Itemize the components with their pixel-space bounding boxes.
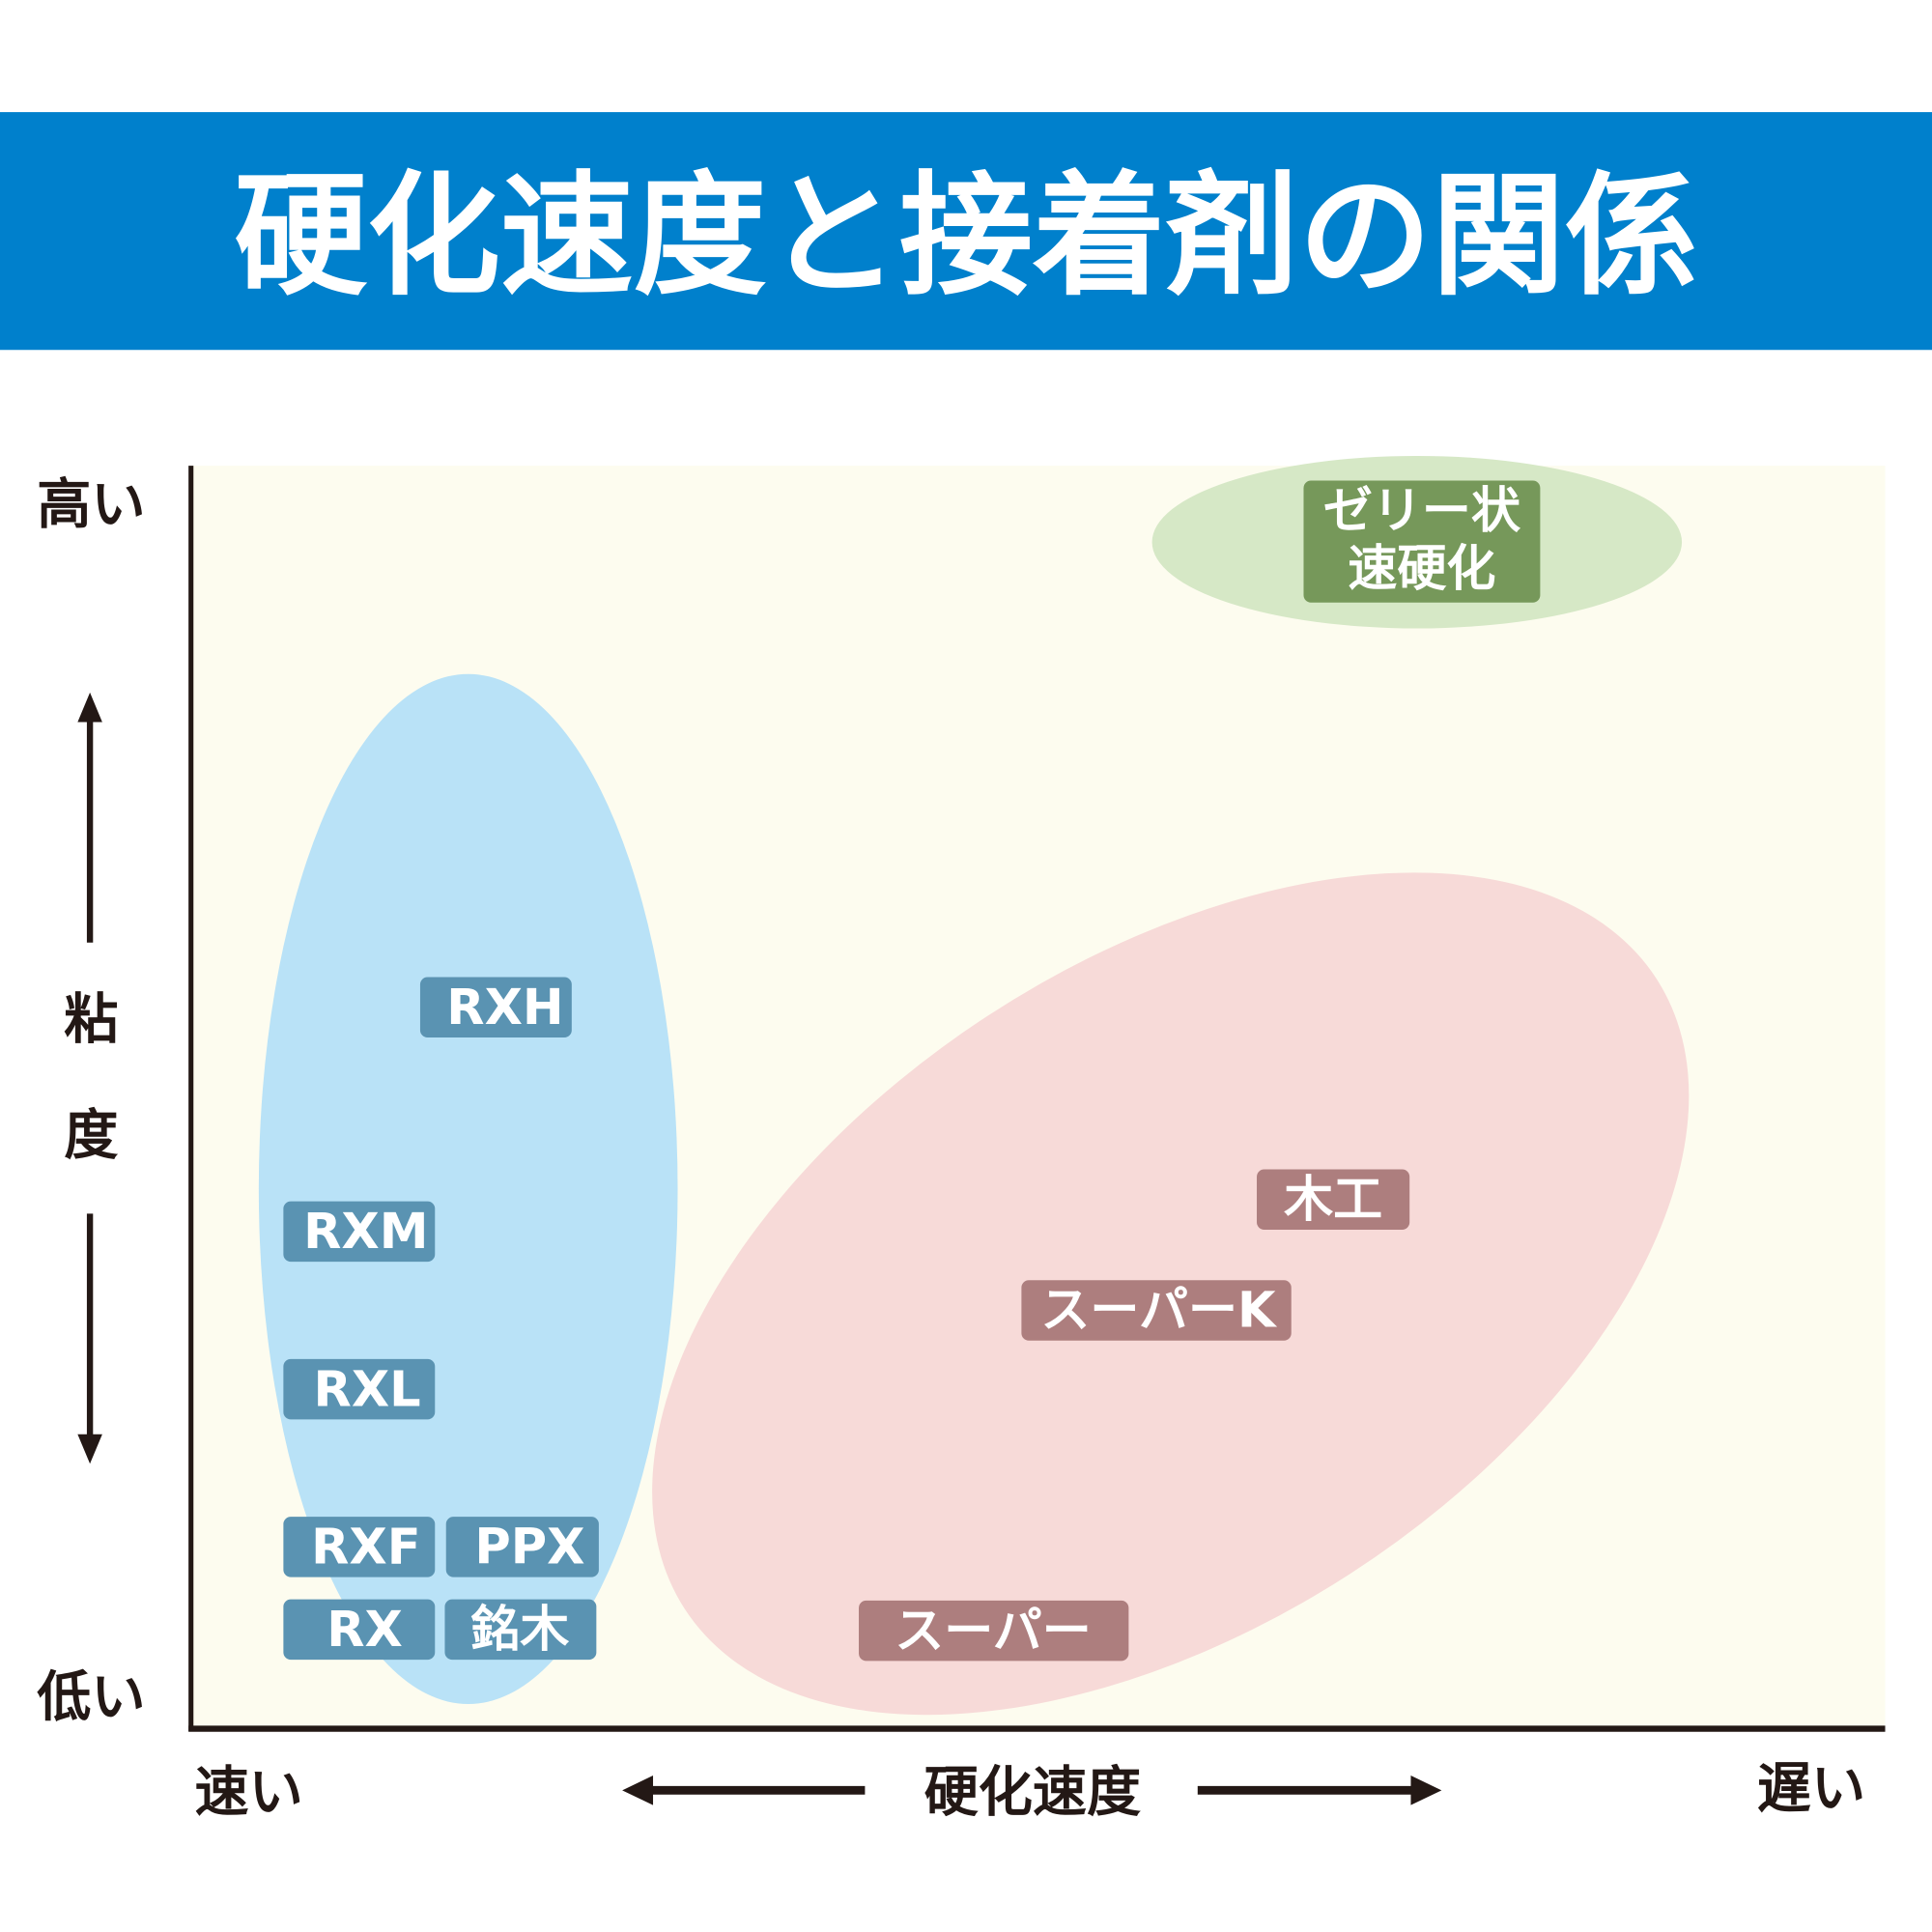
svg-text:RXL: RXL bbox=[314, 1361, 421, 1418]
label-super-k: スーパーK bbox=[1021, 1280, 1292, 1341]
svg-text:銘木: 銘木 bbox=[470, 1602, 569, 1659]
svg-text:RX: RX bbox=[327, 1602, 403, 1659]
y-low-label: 低い bbox=[37, 1666, 145, 1729]
x-fast-label: 速い bbox=[195, 1761, 303, 1824]
label-mokko: 木工 bbox=[1257, 1169, 1410, 1230]
svg-text:スーパーK: スーパーK bbox=[1040, 1283, 1278, 1340]
y-axis-label-2: 度 bbox=[64, 1105, 118, 1168]
svg-text:RXH: RXH bbox=[446, 980, 563, 1037]
svg-text:速硬化: 速硬化 bbox=[1348, 541, 1495, 598]
svg-text:RXF: RXF bbox=[311, 1520, 420, 1577]
arrow-right-icon bbox=[1197, 1776, 1442, 1805]
fast-cure-region bbox=[258, 673, 678, 1705]
label-gel-fast: ゼリー状 速硬化 bbox=[1303, 480, 1541, 603]
y-high-label: 高い bbox=[37, 473, 145, 536]
label-rx: RX bbox=[283, 1599, 436, 1661]
label-rxf: RXF bbox=[283, 1517, 436, 1577]
svg-text:木工: 木工 bbox=[1284, 1172, 1382, 1229]
svg-text:スーパー: スーパー bbox=[895, 1603, 1092, 1660]
title: 硬化速度と接着剤の関係 bbox=[234, 159, 1697, 314]
x-slow-label: 遅い bbox=[1757, 1758, 1865, 1821]
svg-text:ゼリー状: ゼリー状 bbox=[1323, 483, 1521, 540]
svg-text:PPX: PPX bbox=[474, 1520, 584, 1577]
arrow-left-icon bbox=[622, 1776, 866, 1805]
y-axis-label-1: 粘 bbox=[64, 989, 118, 1052]
svg-text:RXM: RXM bbox=[303, 1204, 428, 1261]
label-rxl: RXL bbox=[283, 1358, 436, 1420]
title-bar bbox=[0, 112, 1932, 351]
label-super: スーパー bbox=[859, 1600, 1129, 1662]
label-meiboku: 銘木 bbox=[444, 1599, 597, 1661]
arrow-down-icon bbox=[77, 1213, 102, 1464]
arrow-up-icon bbox=[77, 692, 102, 943]
label-rxm: RXM bbox=[283, 1201, 436, 1263]
x-axis-label: 硬化速度 bbox=[924, 1761, 1141, 1824]
label-ppx: PPX bbox=[445, 1517, 599, 1577]
label-rxh: RXH bbox=[419, 977, 572, 1037]
